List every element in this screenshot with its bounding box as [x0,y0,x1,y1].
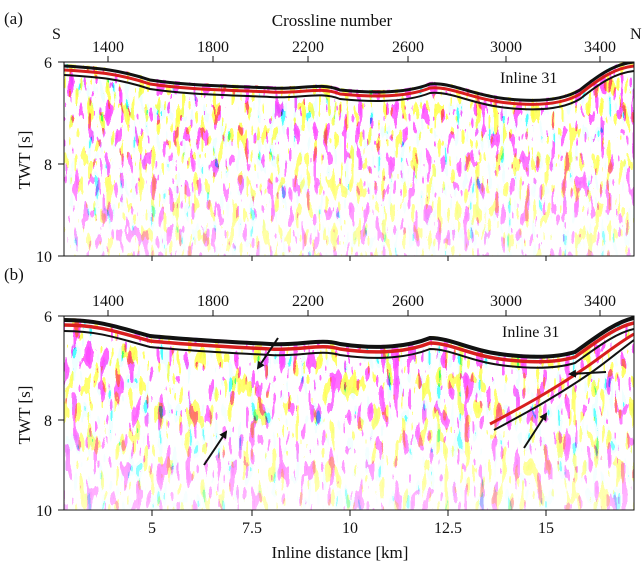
panel-b-arrow [523,412,548,449]
panel-b-seafloor-mask [64,316,634,355]
panel-b-seafloor-reflector [64,316,634,359]
panel-a-south-label: S [52,26,61,43]
panel-b-top-tick-label: 1800 [197,293,229,310]
panel-b-dipping-reflector [493,339,634,431]
panel-a-top-tick-label: 1400 [92,39,124,56]
panel-b-bottom-tick-label: 7.5 [242,520,262,537]
panel-b-y-tick-label: 8 [44,413,52,430]
panel-b-frame [63,315,635,511]
panel-a-y-tick-label: 10 [36,249,52,266]
panel-b-y-axis: 6 8 10 TWT [s] [15,309,64,520]
panel-a-top-tick-label: 2200 [292,39,324,56]
panel-b-label: (b) [4,265,24,284]
panel-a-subsurface-reflector [64,70,634,111]
panel-a-y-tick-label: 8 [44,157,52,174]
panel-b-y-tick-label: 10 [36,503,52,520]
panel-a-bottom-ticks [151,256,547,261]
panel-b-y-tick-label: 6 [44,309,52,326]
panel-a-label: (a) [4,9,23,28]
panel-b-top-tick-label: 1400 [92,293,124,310]
panel-a-seafloor-mask [64,62,634,99]
panel-b-seismic-section [64,316,634,510]
panel-b-arrows [203,337,607,466]
panel-a-frame [63,61,635,257]
panel-b-arrow [568,369,607,378]
panel-b-arrow [256,337,279,370]
panel-b-inline-annotation: Inline 31 [502,324,559,341]
panel-b-seafloor-reflector-red [64,321,634,364]
panel-a-seafloor-reflector-red [64,64,634,106]
panel-b-bottom-tick-label: 5 [148,520,156,537]
panel-b-top-tick-label: 2600 [392,293,424,310]
panel-a-y-axis: 6 8 10 TWT [s] [15,55,64,266]
panel-a-inline-annotation: Inline 31 [500,70,557,87]
panel-a-top-ticks: 1400 1800 2200 2600 3000 3400 [92,39,616,62]
panel-a-top-tick-label: 3400 [584,39,616,56]
panel-a-y-tick-label: 6 [44,55,52,72]
panel-b-top-tick-label: 3400 [584,293,616,310]
panel-a: (a) S N Crossline number 1400 1800 2200 … [4,9,642,266]
panel-a-top-tick-label: 1800 [197,39,229,56]
panel-a-seafloor-reflector [64,62,634,102]
panel-b: (b) 1400 1800 2200 2600 3000 3400 [4,265,635,562]
panel-b-arrow [203,430,228,466]
panel-a-north-label: N [630,26,642,43]
panel-b-dipping-reflector-red [489,332,634,426]
panel-a-top-axis-title: Crossline number [272,11,393,30]
panel-a-top-tick-label: 3000 [490,39,522,56]
panel-b-bottom-tick-label: 10 [342,520,358,537]
panel-b-bottom-tick-label: 15 [538,520,554,537]
panel-a-seismic-section [64,62,634,256]
panel-b-y-axis-title: TWT [s] [15,386,34,445]
panel-b-top-tick-label: 3000 [490,293,522,310]
panel-a-top-tick-label: 2600 [392,39,424,56]
panel-b-top-tick-label: 2200 [292,293,324,310]
panel-b-top-ticks: 1400 1800 2200 2600 3000 3400 [92,293,616,316]
panel-a-y-axis-title: TWT [s] [15,131,34,190]
panel-b-bottom-tick-label: 12.5 [434,520,462,537]
panel-b-x-axis-title: Inline distance [km] [272,543,409,562]
panel-b-subsurface-reflector [64,328,634,369]
panel-b-bottom-axis: 5 7.5 10 12.5 15 Inline distance [km] [148,510,554,562]
